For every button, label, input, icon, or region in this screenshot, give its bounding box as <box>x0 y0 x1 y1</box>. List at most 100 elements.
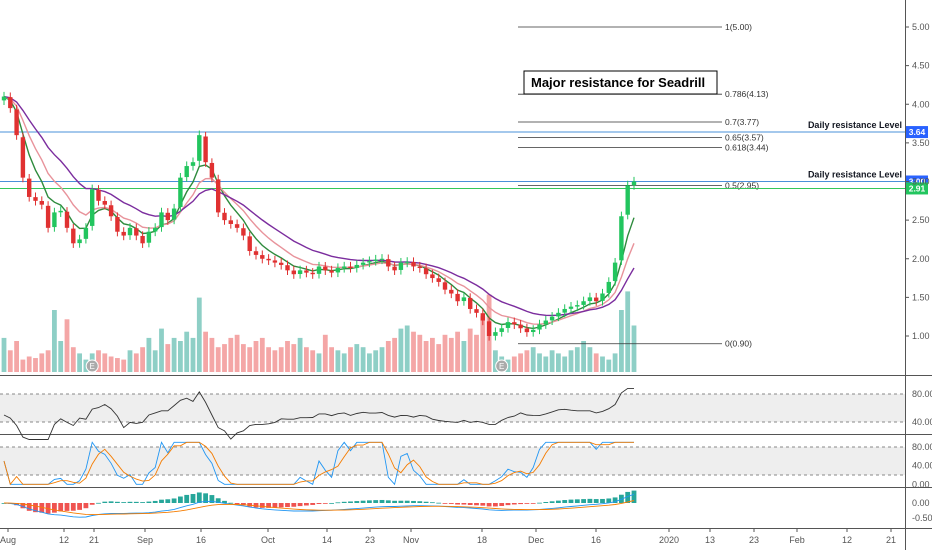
macd-histogram-bar <box>89 503 95 505</box>
candle-body <box>442 282 448 290</box>
candle-body <box>14 109 19 136</box>
macd-histogram-bar <box>39 503 45 513</box>
candle-body <box>348 266 353 269</box>
macd-histogram-bar <box>549 501 555 503</box>
candle-body <box>216 179 221 213</box>
volume-bar <box>121 359 127 372</box>
candle-body <box>505 322 511 328</box>
macd-histogram-bar <box>96 502 101 504</box>
volume-bar <box>423 341 429 372</box>
macd-histogram-bar <box>291 503 297 507</box>
macd-histogram-bar <box>316 503 322 504</box>
volume-bar <box>52 310 57 372</box>
macd-histogram-bar <box>115 501 120 503</box>
macd-histogram-bar <box>310 503 316 505</box>
macd-histogram-bar <box>341 501 347 503</box>
candle-body <box>115 217 120 232</box>
macd-histogram-bar <box>121 502 127 503</box>
volume-bar <box>247 347 253 372</box>
candle-body <box>209 162 215 178</box>
annotation-frame <box>523 70 718 95</box>
macd-histogram-bar <box>329 502 334 504</box>
candle-body <box>316 266 322 274</box>
macd-histogram-bar <box>196 492 202 503</box>
volume-bar <box>335 350 341 372</box>
macd-histogram-bar <box>423 501 429 503</box>
candle-body <box>171 208 177 220</box>
volume-bar <box>209 337 215 372</box>
fib-level-label: 0.5(2.95) <box>725 180 759 190</box>
candle-body <box>499 328 504 332</box>
price-axis-label: 3.50 <box>912 138 930 148</box>
volume-bar <box>58 341 64 372</box>
candle-body <box>480 313 485 321</box>
candle-body <box>184 166 189 178</box>
candle-body <box>543 320 548 325</box>
volume-bar <box>379 347 385 372</box>
volume-bar <box>373 350 379 372</box>
time-axis: Aug 12 21 Sep 16 Oct 14 23 Nov 18 Dec 16 2020 13 23 Feb… <box>0 528 896 545</box>
volume-bar <box>215 347 221 372</box>
macd-histogram-bar <box>304 503 309 506</box>
volume-bar <box>33 358 38 372</box>
time-axis-label: 18 <box>477 535 487 545</box>
time-axis-label: 16 <box>196 535 206 545</box>
macd-histogram-bar <box>499 503 505 506</box>
macd-histogram-bar <box>543 502 549 503</box>
resistance-badge <box>906 126 928 139</box>
volume-bar <box>606 359 612 372</box>
macd-histogram-bar <box>33 503 38 513</box>
macd-histogram-bar <box>587 498 593 503</box>
time-axis-label: Aug <box>0 535 16 545</box>
annotation-box[interactable]: Major resistance for Seadrill <box>523 70 718 95</box>
price-axis-label: 3.00 <box>912 177 930 187</box>
macd-histogram-bar <box>430 502 435 504</box>
volume-bar <box>241 344 246 372</box>
macd-histogram-bar <box>133 501 139 503</box>
candle-body <box>449 289 454 294</box>
candle-body <box>342 266 347 268</box>
candle-body <box>568 306 574 309</box>
candle-body <box>178 177 183 207</box>
volume-bar <box>234 334 240 372</box>
macd-histogram-bar <box>568 499 574 503</box>
candle-body <box>127 227 133 236</box>
macd-histogram-bar <box>480 503 486 506</box>
macd-histogram-bar <box>20 503 26 509</box>
resistance-label: Daily resistance Level <box>808 120 902 130</box>
candle-body <box>468 297 473 309</box>
macd-histogram-bar <box>606 498 612 503</box>
volume-bar <box>171 337 177 372</box>
volume-bar <box>228 337 234 372</box>
candle-body <box>405 261 410 263</box>
time-axis-label: Dec <box>528 535 545 545</box>
candle-body <box>8 97 13 109</box>
volume-bar <box>266 347 271 372</box>
macd-histogram-bar <box>203 493 208 503</box>
macd-histogram-bar <box>537 502 542 504</box>
volume-bar <box>178 341 183 372</box>
candle-body <box>228 220 233 224</box>
candle-body <box>562 308 567 313</box>
time-axis-label: 23 <box>365 535 375 545</box>
candle-body <box>279 262 284 265</box>
macd-histogram-bar <box>234 503 240 505</box>
rsi-axis-label: 40.00 <box>912 417 932 427</box>
macd-histogram-bar <box>26 503 32 511</box>
candle-body <box>474 309 479 313</box>
candle-body <box>52 212 57 228</box>
candle-body <box>234 224 240 228</box>
candle-body <box>159 212 164 228</box>
macd-histogram-bar <box>171 498 177 503</box>
indicator-panels: 80.00 40.00 80.00 40.00 0.00 0.00 -0.50 <box>0 387 932 523</box>
candle-body <box>581 301 586 305</box>
macd-histogram-bar <box>215 498 221 503</box>
time-axis-label: 12 <box>59 535 69 545</box>
macd-histogram-bar <box>146 501 152 503</box>
candle-body <box>190 162 196 166</box>
volume-bar <box>203 331 208 372</box>
candle-body <box>153 227 158 232</box>
volume-bar <box>108 356 114 372</box>
volume-bar <box>619 310 624 372</box>
